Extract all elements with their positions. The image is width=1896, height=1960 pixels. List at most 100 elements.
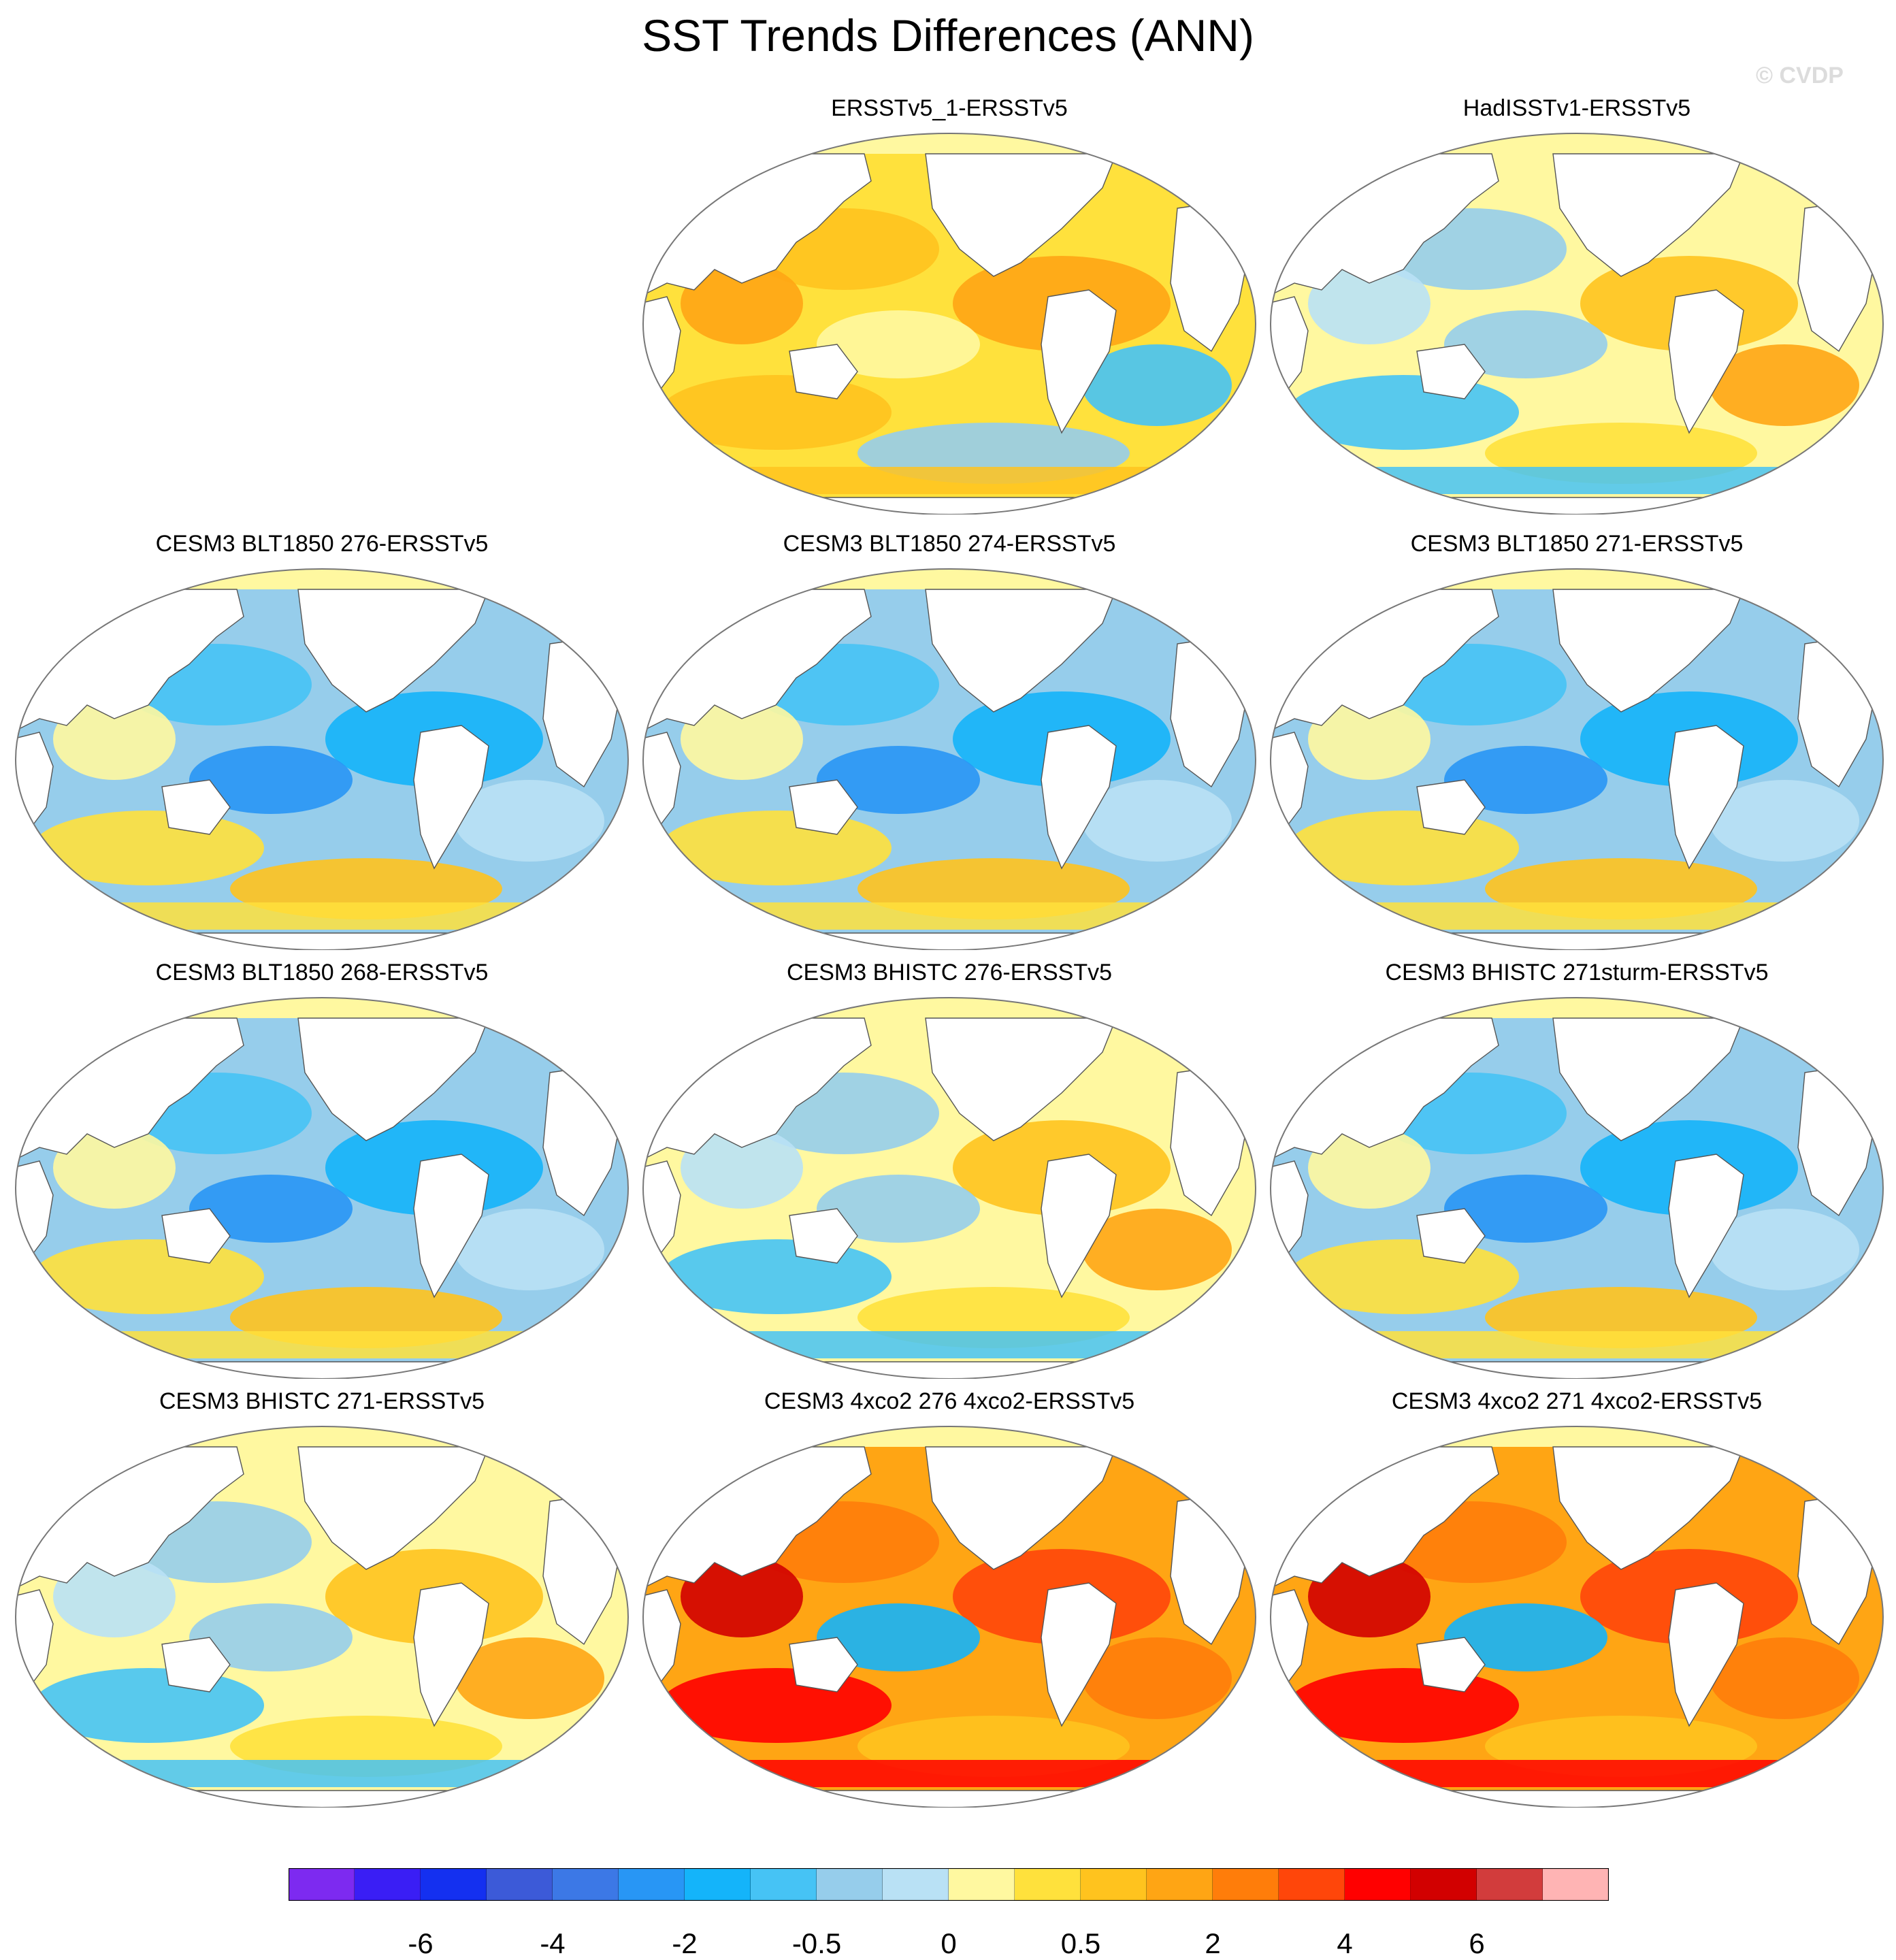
landmass [1041,289,1117,434]
anomaly-region [33,1239,264,1314]
landmass [297,1017,490,1141]
map-panel-p11: CESM3 4xco2 271 4xco2-ERSSTv5 [1267,1388,1886,1810]
anomaly-region [1444,1603,1607,1671]
robinson-map [1270,133,1884,514]
colorbar-swatch [1411,1868,1477,1901]
anomaly-region [33,811,264,885]
southern-ocean-band [643,467,1256,494]
anomaly-region [1288,1668,1519,1743]
map-outline [15,568,629,950]
map-panel-p6: CESM3 BLT1850 268-ERSSTv5 [12,960,632,1382]
landmass [413,1582,489,1727]
panel-title: CESM3 BHISTC 276-ERSSTv5 [786,960,1113,985]
colorbar-swatch [1477,1868,1543,1901]
map-panel-p2: HadISSTv1-ERSSTv5 [1267,95,1886,517]
colorbar-swatch [1015,1868,1081,1901]
map-panel-p4: CESM3 BLT1850 274-ERSSTv5 [640,531,1259,953]
colorbar-swatch [421,1868,487,1901]
colorbar-tick-label: 0 [941,1927,957,1959]
colorbar-swatch [751,1868,817,1901]
anomaly-region [681,1127,803,1209]
anomaly-region [1082,344,1232,426]
landmass [925,153,1117,277]
landmass [1416,779,1486,835]
anomaly-region [1710,1637,1859,1719]
southern-ocean-band [1271,467,1883,494]
anomaly-region [33,1668,264,1743]
landmass [643,497,1256,514]
arctic-band [16,569,628,589]
anomaly-region [189,746,353,814]
anomaly-region [660,1668,892,1743]
anomaly-region [817,746,980,814]
colorbar-swatch [289,1868,355,1901]
colorbar-swatch [685,1868,751,1901]
colorbar-tick-label: 0.5 [1060,1927,1101,1959]
panel-title: ERSSTv5_1-ERSSTv5 [831,95,1068,121]
landmass [1271,1361,1883,1379]
landmass [1552,1446,1745,1570]
landmass [297,589,490,713]
landmass [1271,932,1883,950]
southern-ocean-band [1271,902,1883,930]
southern-ocean-band [16,1760,628,1787]
landmass [1041,725,1117,870]
panel-title: CESM3 BLT1850 276-ERSSTv5 [155,531,489,557]
landmass [161,1208,231,1264]
landmass [161,779,231,835]
arctic-band [643,998,1256,1018]
colorbar [289,1868,1609,1901]
anomaly-region [660,811,892,885]
colorbar-swatch [553,1868,619,1901]
map-outline [1270,133,1884,514]
landmass [1668,725,1744,870]
arctic-band [1271,1426,1883,1447]
landmass [1041,1582,1117,1727]
anomaly-region [455,1209,604,1290]
landmass [643,1790,1256,1808]
map-outline [15,1426,629,1808]
landmass [789,344,858,399]
map-panel-p1: ERSSTv5_1-ERSSTv5 [640,95,1259,517]
panel-title: CESM3 4xco2 276 4xco2-ERSSTv5 [764,1388,1135,1414]
colorbar-tick-label: -4 [540,1927,566,1959]
cvdp-watermark: © CVDP [1756,63,1844,88]
panel-title: CESM3 BHISTC 271sturm-ERSSTv5 [1385,960,1769,985]
anomaly-region [189,1603,353,1671]
colorbar-swatch [1213,1868,1279,1901]
panel-title: CESM3 BLT1850 271-ERSSTv5 [1410,531,1744,557]
southern-ocean-band [643,1760,1256,1787]
arctic-band [16,998,628,1018]
arctic-band [1271,569,1883,589]
map-panel-p5: CESM3 BLT1850 271-ERSSTv5 [1267,531,1886,953]
anomaly-region [1308,1127,1431,1209]
landmass [1668,289,1744,434]
map-panel-p9: CESM3 BHISTC 271-ERSSTv5 [12,1388,632,1810]
map-panel-p3: CESM3 BLT1850 276-ERSSTv5 [12,531,632,953]
arctic-band [1271,998,1883,1018]
anomaly-region [1444,746,1607,814]
anomaly-region [189,1175,353,1243]
colorbar-swatch [1279,1868,1345,1901]
landmass [1416,344,1486,399]
anomaly-region [1308,698,1431,780]
map-outline [15,997,629,1379]
map-panel-p10: CESM3 4xco2 276 4xco2-ERSSTv5 [640,1388,1259,1810]
colorbar-swatch [883,1868,949,1901]
arctic-band [643,1426,1256,1447]
robinson-map [1270,1426,1884,1808]
landmass [297,1446,490,1570]
southern-ocean-band [1271,1760,1883,1787]
figure-title: SST Trends Differences (ANN) [642,10,1254,61]
arctic-band [1271,133,1883,154]
map-panel-p7: CESM3 BHISTC 276-ERSSTv5 [640,960,1259,1382]
map-panel-p8: CESM3 BHISTC 271sturm-ERSSTv5 [1267,960,1886,1382]
robinson-map [642,1426,1256,1808]
southern-ocean-band [1271,1331,1883,1358]
anomaly-region [1288,1239,1519,1314]
anomaly-region [1082,780,1232,862]
anomaly-region [817,1175,980,1243]
landmass [1416,1208,1486,1264]
anomaly-region [660,375,892,450]
map-outline [1270,568,1884,950]
